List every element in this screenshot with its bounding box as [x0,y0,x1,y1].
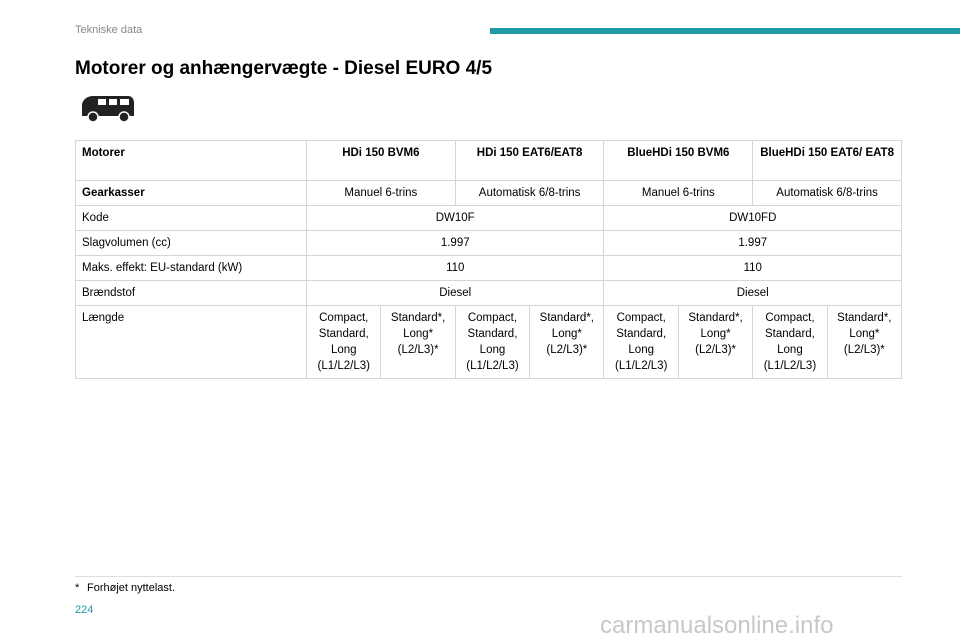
table-cell: 110 [305,255,605,281]
table-row: Længde Compact, Standard, Long (L1/L2/L3)… [75,305,903,379]
row-label: Længde [75,305,307,379]
table-cell: 1.997 [603,230,902,256]
table-cell: Standard*, Long* (L2/L3)* [677,305,754,379]
table-cell: Standard*, Long* (L2/L3)* [826,305,903,379]
table-cell: DW10FD [603,205,902,231]
section-label: Tekniske data [75,24,143,36]
header-bar [490,28,960,34]
table-cell: Compact, Standard, Long (L1/L2/L3) [752,305,828,379]
table-row: Kode DW10F DW10FD [75,205,902,231]
table-row: Slagvolumen (cc) 1.997 1.997 [75,230,902,256]
table-cell: Manuel 6-trins [306,180,456,206]
table-row: Brændstof Diesel Diesel [75,280,902,306]
table-cell: Automatisk 6/8-trins [752,180,902,206]
table-row: Maks. effekt: EU-standard (kW) 110 110 [75,255,902,281]
row-label: Gearkasser [75,180,307,206]
spec-table: Motorer HDi 150 BVM6 HDi 150 EAT6/EAT8 Blue… [75,140,903,379]
table-cell: Automatisk 6/8-trins [454,180,605,206]
table-cell: Standard*, Long* (L2/L3)* [380,305,456,379]
table-cell: Standard*, Long* (L2/L3)* [529,305,605,379]
table-cell: DW10F [305,205,605,231]
footnote-text: Forhøjet nyttelast. [87,582,176,594]
table-cell: Manuel 6-trins [603,180,754,206]
header-row: Motorer HDi 150 BVM6 HDi 150 EAT6/EAT8 Blue… [75,140,902,181]
table-cell: 1.997 [305,230,605,256]
footnote-rule [75,576,902,577]
table-row: Gearkasser Manuel 6-trins Automatisk 6/8-t… [75,180,902,206]
row-label: Brændstof [75,280,307,306]
row-label: Maks. effekt: EU-standard (kW) [75,255,307,281]
header-cell: BlueHDi 150 EAT6/ EAT8 [752,140,902,181]
table-cell: Compact, Standard, Long (L1/L2/L3) [603,305,679,379]
table-cell: 110 [603,255,902,281]
header-cell: HDi 150 BVM6 [306,140,456,181]
table-cell: Diesel [603,280,902,306]
header-cell: BlueHDi 150 BVM6 [603,140,754,181]
row-label: Kode [75,205,307,231]
table-cell: Diesel [305,280,605,306]
page-number: 224 [75,604,94,616]
table-cell: Compact, Standard, Long (L1/L2/L3) [305,305,382,379]
header-label: Motorer [75,140,307,181]
page-title: Motorer og anhængervægte - Diesel EURO 4… [75,58,493,79]
header-cell: HDi 150 EAT6/EAT8 [454,140,605,181]
van-icon [82,96,134,123]
table-cell: Compact, Standard, Long (L1/L2/L3) [454,305,531,379]
row-label: Slagvolumen (cc) [75,230,307,256]
footnote-mark: * [75,582,80,594]
watermark: carmanualsonline.info [600,612,834,639]
